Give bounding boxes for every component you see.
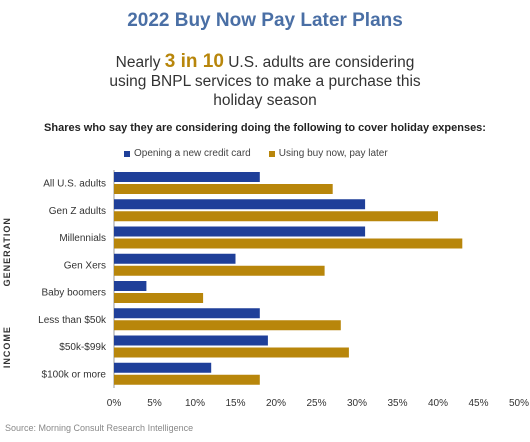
legend-swatch-bnpl (268, 150, 275, 157)
bar (114, 226, 366, 237)
bar (114, 362, 212, 373)
legend: Opening a new credit card Using buy now,… (124, 148, 388, 159)
source-note: Source: Morning Consult Research Intelli… (5, 423, 194, 433)
bar (114, 335, 268, 346)
category-label: Less than $50k (38, 315, 107, 326)
headline-highlight: 3 in 10 (164, 51, 224, 72)
category-label: Baby boomers (42, 288, 106, 299)
bar (114, 293, 204, 303)
category-label: Gen Z adults (49, 206, 106, 217)
legend-label-bnpl: Using buy now, pay later (278, 148, 388, 159)
bar (114, 172, 260, 182)
headline-pre: Nearly (115, 54, 165, 71)
bar (114, 308, 260, 319)
bar (114, 320, 341, 331)
bar (114, 253, 236, 264)
category-label: $50k-$99k (59, 342, 107, 353)
chart-title: 2022 Buy Now Pay Later Plans (127, 10, 403, 31)
x-tick-label: 15% (225, 398, 245, 409)
category-label: $100k or more (42, 369, 107, 380)
headline: Nearly 3 in 10 U.S. adults are consideri… (95, 52, 435, 110)
legend-item-credit-card: Opening a new credit card (124, 148, 251, 159)
x-tick-label: 10% (185, 398, 205, 409)
x-tick-label: 0% (107, 398, 122, 409)
category-label: All U.S. adults (43, 179, 106, 190)
x-tick-label: 20% (266, 398, 286, 409)
chart-subtitle: Shares who say they are considering doin… (44, 122, 486, 134)
bar (114, 347, 349, 358)
legend-swatch-credit-card (124, 150, 130, 157)
bar (114, 238, 463, 249)
x-tick-label: 40% (428, 398, 448, 409)
headline-post: U.S. adults are considering using BNPL s… (109, 54, 421, 109)
category-label: Millennials (59, 233, 106, 244)
x-tick-label: 5% (147, 398, 162, 409)
x-tick-label: 30% (347, 398, 367, 409)
bar (114, 281, 147, 291)
x-tick-label: 35% (387, 398, 407, 409)
bar (114, 374, 260, 385)
x-tick-label: 50% (509, 398, 529, 409)
bar (114, 199, 366, 210)
bar (114, 211, 438, 222)
group-label: INCOME (2, 326, 12, 368)
category-label: Gen Xers (64, 260, 106, 271)
bar (114, 184, 333, 194)
bar (114, 265, 325, 276)
x-tick-label: 25% (306, 398, 326, 409)
group-label: GENERATION (2, 217, 12, 286)
legend-label-credit-card: Opening a new credit card (134, 148, 251, 159)
x-tick-label: 45% (468, 398, 488, 409)
legend-item-bnpl: Using buy now, pay later (268, 148, 388, 159)
